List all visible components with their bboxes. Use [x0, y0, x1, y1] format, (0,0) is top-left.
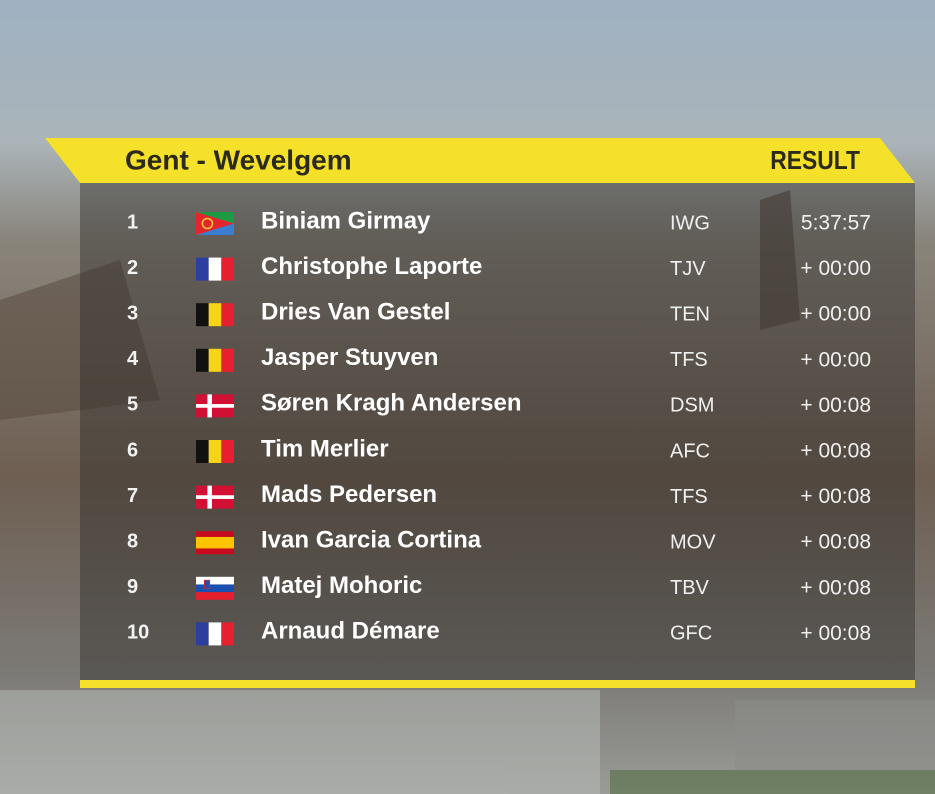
- flag-part: [196, 592, 234, 600]
- result-rows: 1 Biniam Girmay IWG 5:37:57 2 Christophe Lapo…: [127, 207, 871, 646]
- flag-part: [208, 440, 222, 463]
- flag-part: [196, 536, 234, 549]
- team-code: MOV: [670, 531, 716, 553]
- result-row: 6 Tim Merlier AFC + 00:08: [127, 435, 871, 463]
- finish-time: 5:37:57: [801, 212, 871, 235]
- flag-part: [221, 348, 234, 372]
- position: 10: [127, 622, 149, 644]
- flag-part: [196, 212, 234, 235]
- result-row: 2 Christophe Laporte TJV + 00:00: [127, 253, 871, 281]
- team-code: GFC: [670, 623, 712, 645]
- finish-time: + 00:00: [800, 348, 871, 371]
- results-panel: [80, 183, 915, 680]
- flag-part: [208, 348, 222, 372]
- flag-part: [221, 303, 234, 327]
- flag: [196, 622, 234, 646]
- flag: [196, 257, 234, 281]
- position: 9: [127, 576, 138, 598]
- rider-name: Arnaud Démare: [261, 618, 440, 645]
- flag: [196, 394, 234, 418]
- team-code: AFC: [670, 440, 710, 462]
- result-row: 1 Biniam Girmay IWG 5:37:57: [127, 207, 871, 235]
- flag: [196, 576, 234, 600]
- finish-time: + 00:00: [800, 303, 871, 326]
- flag-part: [196, 440, 209, 463]
- team-code: DSM: [670, 395, 714, 417]
- rider-name: Jasper Stuyven: [261, 344, 438, 371]
- flag: [196, 348, 234, 372]
- flag-part: [196, 622, 209, 646]
- team-code: TEN: [670, 303, 710, 325]
- position: 2: [127, 257, 138, 279]
- flag-part: [196, 348, 209, 372]
- position: 1: [127, 211, 138, 233]
- finish-time: + 00:08: [800, 485, 871, 508]
- result-label: RESULT: [770, 147, 860, 176]
- footer-line: [80, 680, 915, 688]
- result-row: 9 Matej Mohoric TBV + 00:08: [127, 572, 871, 600]
- rider-name: Dries Van Gestel: [261, 299, 450, 326]
- rider-name: Christophe Laporte: [261, 253, 482, 280]
- rider-name: Mads Pedersen: [261, 481, 437, 508]
- flag-part: [221, 622, 234, 646]
- result-row: 5 Søren Kragh Andersen DSM + 00:08: [127, 390, 871, 418]
- team-code: TJV: [670, 258, 706, 280]
- finish-time: + 00:08: [800, 531, 871, 554]
- result-row: 8 Ivan Garcia Cortina MOV + 00:08: [127, 527, 871, 555]
- rooftops: [0, 190, 935, 794]
- flag-part: [221, 257, 234, 281]
- flag-part: [196, 495, 234, 499]
- race-title: Gent - Wevelgem: [125, 144, 352, 175]
- team-code: TFS: [670, 486, 708, 508]
- rider-name: Søren Kragh Andersen: [261, 390, 522, 417]
- flag-part: [196, 576, 234, 585]
- position: 3: [127, 302, 138, 324]
- flag-part: [201, 217, 214, 230]
- flag: [196, 531, 234, 555]
- rider-name: Matej Mohoric: [261, 572, 422, 599]
- flag-part: [196, 584, 234, 593]
- finish-time: + 00:08: [800, 394, 871, 417]
- flag-part: [196, 303, 209, 327]
- position: 7: [127, 485, 138, 507]
- flag-part: [196, 257, 209, 281]
- finish-time: + 00:08: [800, 622, 871, 645]
- flag: [196, 303, 234, 327]
- finish-time: + 00:08: [800, 440, 871, 463]
- team-code: TBV: [670, 577, 710, 599]
- rider-name: Biniam Girmay: [261, 207, 431, 234]
- flag-part: [221, 440, 234, 463]
- flag-part: [203, 579, 211, 589]
- result-row: 10 Arnaud Démare GFC + 00:08: [127, 618, 871, 646]
- flag-part: [208, 622, 222, 646]
- flag: [196, 440, 234, 463]
- rider-name: Ivan Garcia Cortina: [261, 527, 482, 554]
- finish-time: + 00:00: [800, 257, 871, 280]
- flag-part: [208, 257, 222, 281]
- position: 8: [127, 530, 138, 552]
- position: 4: [127, 348, 139, 370]
- result-row: 4 Jasper Stuyven TFS + 00:00: [127, 344, 871, 372]
- result-row: 7 Mads Pedersen TFS + 00:08: [127, 481, 871, 509]
- team-code: TFS: [670, 349, 708, 371]
- flag-part: [196, 404, 234, 408]
- finish-time: + 00:08: [800, 576, 871, 599]
- position: 5: [127, 394, 138, 416]
- flag-part: [208, 303, 222, 327]
- rider-name: Tim Merlier: [261, 435, 389, 462]
- flag: [196, 212, 234, 235]
- team-code: IWG: [670, 212, 710, 234]
- flag: [196, 485, 234, 509]
- position: 6: [127, 439, 138, 461]
- header-band: [45, 138, 915, 183]
- result-row: 3 Dries Van Gestel TEN + 00:00: [127, 299, 871, 327]
